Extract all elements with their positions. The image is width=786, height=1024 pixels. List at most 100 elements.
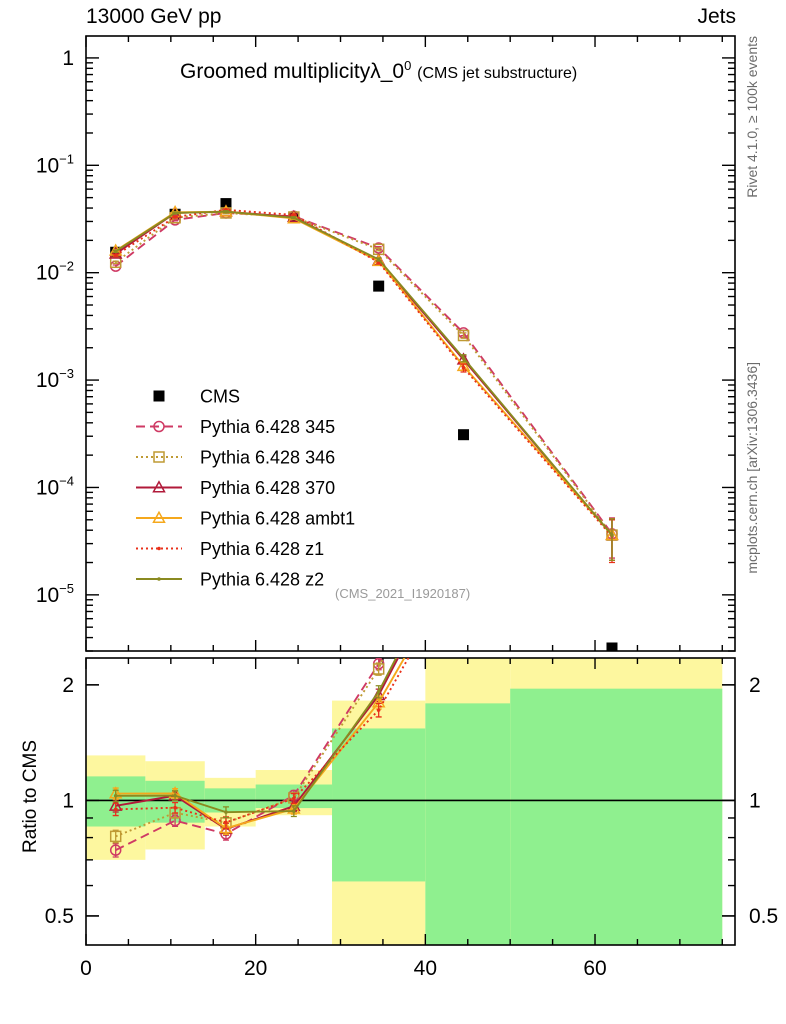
data-marker (224, 810, 228, 814)
series-pythia-6-428-370 (108, 204, 619, 561)
series-line (115, 210, 613, 536)
ratio-uncertainty-bands (86, 658, 723, 945)
data-marker (376, 689, 381, 694)
legend-label: Pythia 6.428 z2 (200, 570, 324, 590)
ytick-label: 1 (62, 47, 74, 70)
main-panel-frame (85, 35, 736, 652)
data-marker (113, 249, 118, 254)
header-collision-energy: 13000 GeV pp (86, 5, 222, 28)
legend-label: Pythia 6.428 ambt1 (200, 509, 355, 529)
data-marker (173, 805, 177, 810)
legend-label: Pythia 6.428 345 (200, 417, 335, 437)
band-green (510, 688, 723, 945)
legend-label: Pythia 6.428 370 (200, 478, 335, 498)
legend-item-pythia-6-428-z1[interactable]: Pythia 6.428 z1 (136, 539, 324, 559)
analysis-id-watermark: (CMS_2021_I1920187) (335, 586, 471, 601)
error-bar (375, 662, 382, 676)
ratio-panel-frame (85, 657, 736, 946)
data-marker (220, 198, 232, 210)
plot-title: Groomed multiplicityλ_00 (CMS jet substr… (180, 58, 577, 84)
ratio-ytick-label-right: 0.5 (749, 905, 778, 928)
data-marker (457, 329, 470, 342)
data-marker (606, 642, 618, 651)
data-marker (376, 257, 381, 262)
header-analysis-category: Jets (697, 5, 736, 28)
legend-label: Pythia 6.428 z1 (200, 539, 324, 559)
data-marker (152, 480, 166, 493)
ratio-ytick-label: 2 (62, 674, 74, 697)
legend-label: Pythia 6.428 346 (200, 448, 335, 468)
ratio-ytick-label: 1 (62, 789, 74, 812)
legend-label: CMS (200, 387, 240, 407)
series-pythia-6-428-345 (109, 207, 618, 559)
data-marker (152, 510, 166, 523)
band-green (425, 703, 511, 945)
error-bar (112, 260, 119, 265)
error-bar (460, 332, 467, 339)
data-marker (153, 451, 165, 463)
data-marker (113, 807, 118, 812)
legend-item-pythia-6-428-ambt1[interactable]: Pythia 6.428 ambt1 (136, 509, 355, 529)
data-marker (153, 420, 165, 433)
legend-item-pythia-6-428-370[interactable]: Pythia 6.428 370 (136, 478, 335, 498)
data-marker (372, 663, 385, 675)
xtick-label: 60 (583, 957, 606, 980)
ytick-label: 10−3 (36, 366, 74, 392)
data-marker (376, 708, 381, 712)
legend-item-pythia-6-428-345[interactable]: Pythia 6.428 345 (136, 417, 335, 437)
legend-item-pythia-6-428-346[interactable]: Pythia 6.428 346 (136, 448, 335, 468)
xtick-label: 20 (244, 957, 267, 980)
data-marker (173, 793, 177, 798)
data-marker (292, 213, 296, 217)
series-pythia-6-428-346 (109, 207, 618, 561)
data-marker (292, 796, 296, 801)
series-pythia-6-428-ambt1 (108, 204, 619, 561)
series-line (115, 211, 613, 535)
ratio-ytick-label-right: 1 (749, 789, 761, 812)
data-marker (157, 577, 161, 581)
data-marker (292, 809, 296, 813)
data-marker (224, 209, 228, 214)
data-marker (173, 211, 177, 215)
series-pythia-6-428-z1 (112, 208, 615, 564)
data-marker (113, 253, 118, 258)
ratio-series-pythia-6-428-z2 (112, 658, 398, 819)
error-bar (375, 247, 382, 252)
plot-title-exponent: 0 (404, 58, 412, 73)
legend-item-cms[interactable]: CMS (153, 387, 241, 407)
plot-title-paren: (CMS jet substructure) (417, 65, 578, 82)
ratio-series-group (108, 658, 410, 858)
data-marker (224, 820, 228, 825)
series-line (115, 210, 613, 536)
legend-item-pythia-6-428-z2[interactable]: Pythia 6.428 z2 (136, 570, 324, 590)
data-marker (458, 429, 470, 441)
xtick-label: 40 (414, 957, 437, 980)
xtick-label: 0 (80, 957, 92, 980)
ytick-label: 10−4 (36, 473, 74, 499)
data-marker (109, 830, 122, 843)
error-bar (608, 518, 615, 561)
ytick-label: 10−5 (36, 581, 74, 607)
data-marker (373, 280, 385, 292)
data-marker (610, 533, 614, 537)
data-marker (113, 794, 118, 798)
data-marker (157, 546, 161, 551)
legend: CMS Pythia 6.428 345 Pythia 6.428 346 Pythi… (136, 387, 355, 590)
data-marker (461, 356, 466, 360)
series-line (115, 212, 613, 536)
series-line (115, 210, 613, 536)
series-pythia-6-428-z2 (112, 209, 615, 561)
series-cms (110, 198, 618, 651)
data-marker (173, 215, 177, 219)
data-marker (461, 366, 466, 370)
series-line (115, 208, 613, 538)
data-marker (219, 820, 233, 834)
plot-title-main: Groomed multiplicityλ_0 (180, 60, 405, 83)
ratio-ytick-label-right: 2 (749, 674, 761, 697)
ratio-ytick-label: 0.5 (45, 905, 74, 928)
data-marker (292, 215, 296, 220)
data-marker (153, 390, 165, 402)
main-series-group (108, 198, 619, 651)
